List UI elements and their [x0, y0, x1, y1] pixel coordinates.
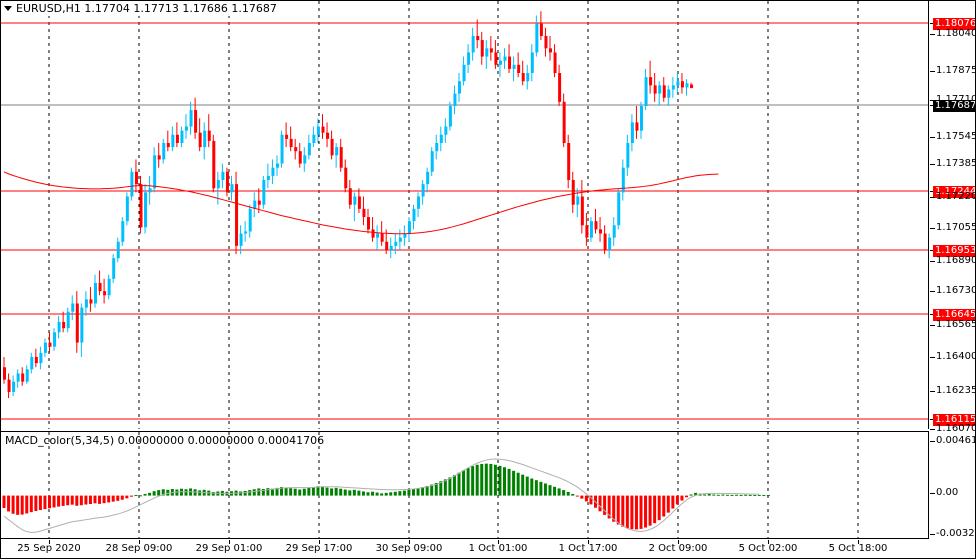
price-axis-label: 1.16730	[936, 285, 976, 296]
price-axis-tick	[930, 197, 935, 198]
price-axis-label: 1.18040	[936, 28, 976, 39]
price-axis-tick	[930, 23, 935, 24]
price-axis-label: 1.17385	[936, 158, 976, 169]
chevron-down-icon[interactable]	[4, 6, 12, 11]
macd-canvas	[2, 432, 859, 538]
time-axis-tick	[229, 540, 230, 544]
time-axis-tick	[319, 540, 320, 544]
time-axis-label: 5 Oct 18:00	[828, 543, 888, 554]
time-axis-label: 1 Oct 17:00	[558, 543, 618, 554]
price-level-label[interactable]: 1.16645	[933, 309, 975, 321]
time-axis-tick	[768, 540, 769, 544]
price-axis-tick	[930, 391, 935, 392]
macd-title-label: MACD_color(5,34,5) 0.00000000 0.00000000…	[5, 434, 325, 447]
time-axis: 25 Sep 2020 28 Sep 09:00 29 Sep 01:00 29 Se…	[1, 540, 929, 558]
price-axis-label: 1.16400	[936, 351, 976, 362]
price-axis-label: 1.16235	[936, 385, 976, 396]
price-axis-tick	[930, 34, 935, 35]
price-chart-canvas	[1, 1, 928, 429]
price-axis-label: 1.17055	[936, 222, 976, 233]
macd-axis-tick	[930, 441, 935, 442]
current-price-label[interactable]: 1.17687	[933, 100, 975, 112]
price-axis-label: 1.16890	[936, 255, 976, 266]
price-axis-tick	[930, 314, 935, 315]
time-axis-label: 30 Sep 09:00	[375, 543, 443, 554]
price-axis-tick	[930, 191, 935, 192]
price-axis-tick	[930, 164, 935, 165]
time-axis-tick	[49, 540, 50, 544]
macd-axis-label: 0.0046191	[936, 435, 975, 446]
price-axis-tick	[930, 325, 935, 326]
price-axis-label: 1.16565	[936, 319, 976, 330]
price-chart-pane[interactable]	[1, 1, 929, 429]
price-axis-tick	[930, 250, 935, 251]
time-axis-label: 1 Oct 01:00	[468, 543, 528, 554]
price-axis-tick	[930, 105, 935, 106]
time-axis-tick	[678, 540, 679, 544]
price-axis-label: 1.16070	[936, 423, 976, 434]
price-axis-label: 1.17875	[936, 65, 976, 76]
time-axis-tick	[139, 540, 140, 544]
symbol-quote-line: EURUSD,H1 1.17704 1.17713 1.17686 1.1768…	[16, 2, 277, 15]
time-axis-label: 28 Sep 09:00	[105, 543, 173, 554]
price-axis-tick	[930, 419, 935, 420]
price-axis-tick	[930, 429, 935, 430]
symbol-header[interactable]: EURUSD,H1 1.17704 1.17713 1.17686 1.1768…	[1, 1, 277, 16]
price-axis-tick	[930, 291, 935, 292]
macd-axis-tick	[930, 493, 935, 494]
macd-axis-tick	[930, 534, 935, 535]
time-axis-label: 25 Sep 2020	[17, 543, 81, 554]
time-axis-label: 29 Sep 17:00	[285, 543, 353, 554]
price-axis-label: 1.17710	[936, 95, 975, 105]
time-axis-tick	[498, 540, 499, 544]
price-axis-label: 1.17220	[936, 191, 976, 202]
price-level-label[interactable]: 1.18076	[933, 18, 975, 30]
time-axis-label: 29 Sep 01:00	[195, 543, 263, 554]
price-axis-tick	[930, 357, 935, 358]
price-axis-tick	[930, 261, 935, 262]
time-axis-label: 2 Oct 09:00	[648, 543, 708, 554]
time-axis-tick	[858, 540, 859, 544]
price-axis-tick	[930, 228, 935, 229]
macd-axis-label: 0.00	[936, 487, 959, 498]
price-axis-label: 1.17545	[936, 131, 976, 142]
price-level-label[interactable]: 1.16953	[933, 245, 975, 257]
time-axis-tick	[588, 540, 589, 544]
price-level-label[interactable]: 1.17244	[933, 186, 975, 198]
price-axis-tick	[930, 71, 935, 72]
price-axis-tick	[930, 137, 935, 138]
time-axis-tick	[409, 540, 410, 544]
macd-indicator-pane[interactable]: MACD_color(5,34,5) 0.00000000 0.00000000…	[1, 431, 929, 539]
macd-axis-label: -0.003225	[936, 528, 975, 539]
price-level-label[interactable]: 1.16115	[933, 414, 975, 426]
time-axis-label: 5 Oct 02:00	[738, 543, 798, 554]
price-axis-tick	[930, 100, 935, 101]
